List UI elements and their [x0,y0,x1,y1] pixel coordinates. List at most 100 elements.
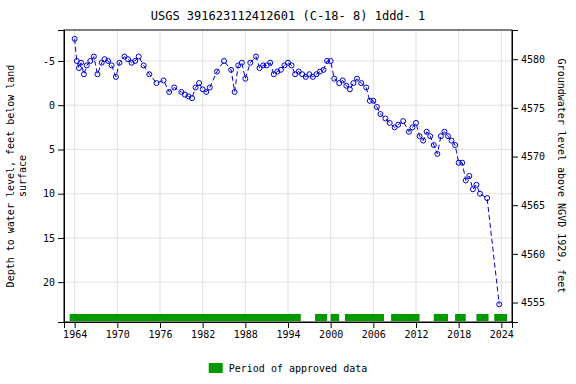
tick-label: 1988 [234,329,258,340]
series-marker [410,125,415,130]
series-marker [371,98,376,103]
tick-label: 1982 [191,329,215,340]
series-marker [374,104,379,109]
tick-label: 4565 [521,200,545,211]
tick-mark [58,105,64,106]
tick-mark [58,61,64,62]
series-marker [396,122,401,127]
tick: 20 [43,277,64,288]
axis-domain [58,31,65,323]
legend-label: Period of approved data [229,363,367,374]
series-marker [248,60,253,65]
series-marker [95,72,100,77]
series-marker [364,85,369,90]
series-marker [428,134,433,139]
series-marker [463,178,468,183]
tick-label: 2024 [490,329,514,340]
tick-mark [58,238,64,239]
series-marker [278,67,283,72]
tick: 4570 [512,151,545,162]
tick-label: 2000 [319,329,343,340]
tick-mark [203,322,204,328]
series-marker [328,58,333,63]
series-marker [193,85,198,90]
series-marker [232,89,237,94]
tick: 1964 [63,322,87,340]
series-marker [243,76,248,81]
tick-mark [512,303,518,304]
series-marker [401,119,406,124]
series-marker [254,54,259,59]
series-marker [239,60,244,65]
series-marker [351,81,356,86]
tick-label: 4570 [521,151,545,162]
marks [70,36,507,321]
tick-label: 1976 [148,329,172,340]
tick-mark [288,322,289,328]
series-marker [147,72,152,77]
series-marker [72,36,77,41]
title: USGS 391623112412601 (C-18- 8) 1ddd- 1 [151,9,426,23]
series-marker [378,112,383,117]
tick: 4555 [512,297,545,308]
series-marker [88,58,93,63]
grid-line-x [373,30,374,322]
tick-label: 5 [49,144,55,155]
approved-period-bar [494,314,507,321]
tick-mark [512,59,518,60]
approved-period-bar [434,314,448,321]
series-marker [229,67,234,72]
tick-label: 1994 [276,329,300,340]
tick: 1994 [276,322,300,340]
y2-axis: 4555 4560 4565 4570 4575 4580 [512,31,545,323]
approved-period-bar [315,314,327,321]
series-marker [91,54,96,59]
tick-label: 20 [43,277,55,288]
tick: 1982 [191,322,215,340]
tick: 4580 [512,54,545,65]
plot: 1964197019761982198819942000200620122018… [5,30,567,340]
tick-mark [245,322,246,328]
axis-domain [513,31,519,323]
tick-mark [58,282,64,283]
axis-domain [65,323,513,329]
tick-label: 4555 [521,297,545,308]
tick-label: 2018 [447,329,471,340]
series-marker [136,54,141,59]
tick: 1988 [234,322,258,340]
tick-mark [75,322,76,328]
series-marker [387,120,392,125]
tick: 2024 [490,322,514,340]
series-marker [431,143,436,148]
tick-label: -5 [43,56,55,67]
tick-label: 10 [43,188,55,199]
tick-label: 4575 [521,103,545,114]
tick: 4575 [512,103,545,114]
x-axis: 1964197019761982198819942000200620122018… [63,322,514,340]
legend-swatch [209,363,223,373]
tick: 2006 [362,322,386,340]
tick-mark [117,322,118,328]
grid-line-x [288,30,289,322]
approved-period-bar [476,314,488,321]
series-marker [321,67,326,72]
tick-label: 2012 [404,329,428,340]
chart: 1964197019761982198819942000200620122018… [0,0,576,384]
tick: 4565 [512,200,545,211]
series-marker [289,63,294,68]
tick-label: 4560 [521,249,545,260]
tick-label: 1964 [63,329,87,340]
series-marker [497,302,502,307]
series-marker [446,134,451,139]
series-marker [442,129,447,134]
series-marker [354,76,359,81]
y-axis: -505101520 [43,31,65,323]
series-marker [268,60,273,65]
series-marker [453,143,458,148]
series-marker [190,96,195,101]
series-marker [359,81,364,86]
approved-period-bar [455,314,466,321]
tick: 0 [49,100,64,111]
series-marker [485,196,490,201]
series-marker [347,87,352,92]
